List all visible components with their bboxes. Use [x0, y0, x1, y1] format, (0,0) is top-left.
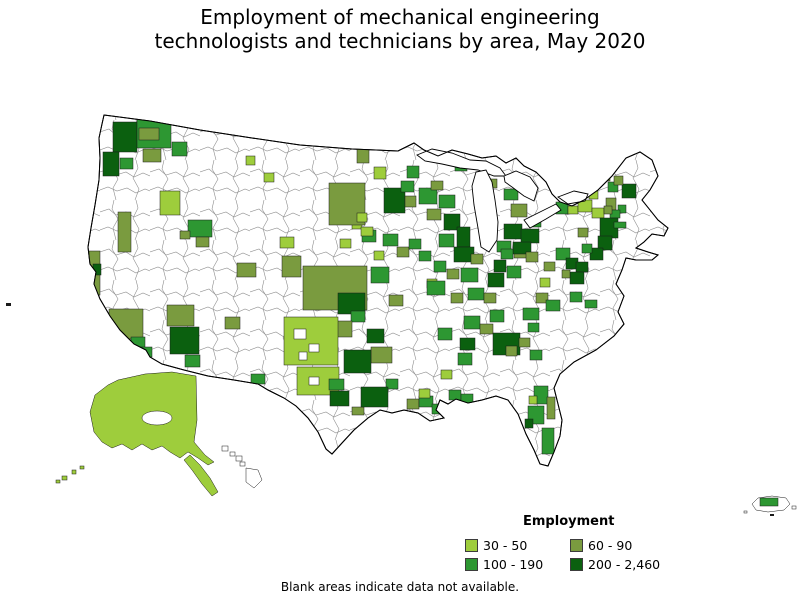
map-legend: Employment 30 - 50 60 - 90 100 - 190 200…	[440, 514, 740, 572]
legend-item-bin1: 30 - 50	[465, 538, 570, 553]
footnote: Blank areas indicate data not available.	[280, 580, 520, 594]
title-line-1: Employment of mechanical engineering	[200, 5, 600, 29]
legend-item-bin4: 200 - 2,460	[570, 557, 705, 572]
title-line-2: technologists and technicians by area, M…	[154, 29, 646, 53]
lake-michigan	[471, 169, 499, 253]
legend-heading: Employment	[523, 514, 615, 529]
lake-ontario	[557, 190, 589, 205]
legend-label-bin2: 60 - 90	[588, 538, 633, 553]
lake-erie	[523, 203, 562, 229]
legend-item-bin3: 100 - 190	[465, 557, 570, 572]
legend-swatch-bin3	[465, 558, 478, 571]
alaska-panhandle	[183, 454, 219, 497]
aleutian-speck	[6, 303, 11, 306]
legend-item-bin2: 60 - 90	[570, 538, 705, 553]
page-title: Employment of mechanical engineering tec…	[0, 5, 800, 53]
legend-label-bin4: 200 - 2,460	[588, 557, 661, 572]
legend-swatch-bin4	[570, 558, 583, 571]
alaska	[6, 303, 219, 497]
legend-swatch-bin1	[465, 539, 478, 552]
legend-label-bin3: 100 - 190	[483, 557, 544, 572]
alaska-blank-enclave	[141, 410, 173, 426]
lake-huron	[503, 170, 539, 202]
legend-label-bin1: 30 - 50	[483, 538, 528, 553]
puerto-rico	[743, 495, 797, 516]
hawaii-big-island	[245, 467, 263, 489]
hawaii	[221, 445, 263, 489]
legend-swatch-bin2	[570, 539, 583, 552]
